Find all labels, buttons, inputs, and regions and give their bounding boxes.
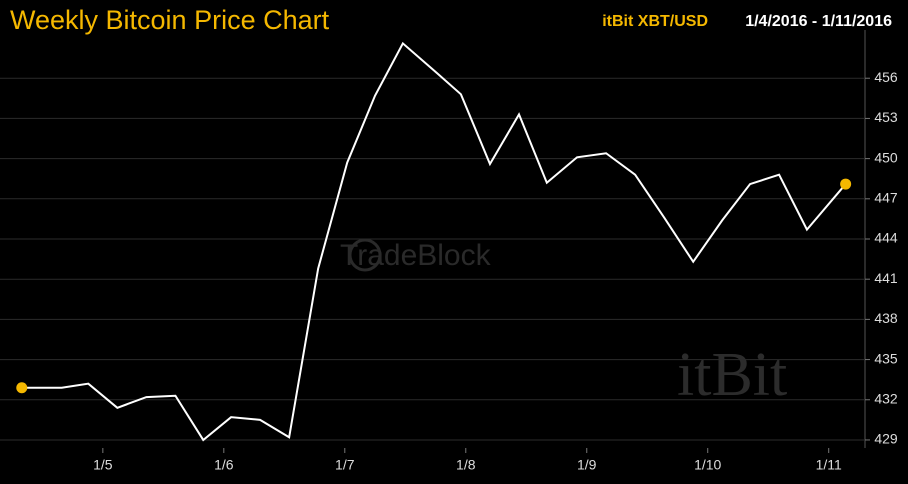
x-tick-label: 1/7 bbox=[335, 457, 355, 473]
y-tick-label: 438 bbox=[874, 310, 898, 326]
y-tick-label: 444 bbox=[874, 230, 898, 246]
price-line bbox=[21, 41, 847, 442]
end-marker bbox=[16, 382, 28, 394]
date-range: 1/4/2016 - 1/11/2016 bbox=[745, 13, 892, 30]
y-tick-label: 456 bbox=[874, 69, 898, 85]
watermark-icon bbox=[348, 238, 382, 272]
y-tick-label: 450 bbox=[874, 149, 898, 165]
y-tick-label: 432 bbox=[874, 390, 898, 406]
x-tick-label: 1/9 bbox=[577, 457, 597, 473]
x-tick-label: 1/8 bbox=[456, 457, 476, 473]
y-tick-label: 435 bbox=[874, 350, 898, 366]
x-tick-label: 1/5 bbox=[93, 457, 113, 473]
x-tick-label: 1/10 bbox=[694, 457, 721, 473]
y-tick-label: 447 bbox=[874, 190, 898, 206]
x-tick-label: 1/11 bbox=[816, 457, 842, 473]
y-tick-label: 429 bbox=[874, 431, 898, 447]
chart-title: Weekly Bitcoin Price Chart bbox=[10, 5, 330, 35]
watermark: TradeBlock bbox=[340, 239, 492, 272]
subtitle: itBit XBT/USD bbox=[602, 13, 708, 30]
x-tick-label: 1/6 bbox=[214, 457, 234, 473]
watermark: itBit bbox=[677, 341, 787, 409]
y-tick-label: 441 bbox=[874, 270, 898, 286]
end-marker bbox=[840, 178, 852, 190]
y-tick-label: 453 bbox=[874, 109, 898, 125]
